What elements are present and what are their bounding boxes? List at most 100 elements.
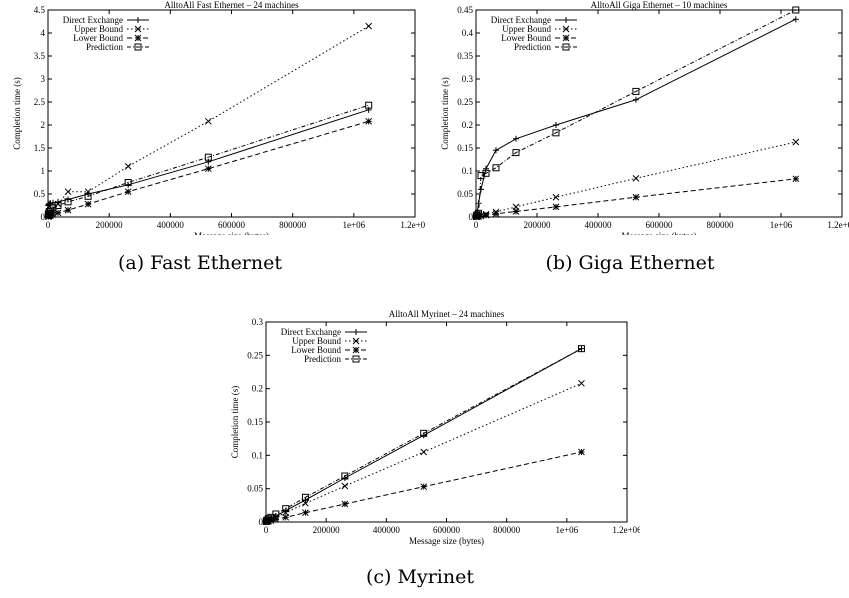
legend-label-prediction: Prediction	[514, 42, 551, 52]
y-tick-label: 0	[41, 212, 46, 222]
legend-label-lower-bound: Lower Bound	[501, 33, 551, 43]
data-point-lower-bound	[84, 200, 92, 208]
data-point-direct-exchange	[512, 135, 519, 142]
y-tick-label: 0.05	[247, 484, 263, 494]
data-point-direct-exchange	[792, 16, 799, 23]
caption-fast-ethernet: (a) Fast Ethernet	[117, 252, 283, 274]
data-point-lower-bound	[204, 165, 212, 173]
data-point-upper-bound	[552, 193, 560, 201]
data-point-prediction	[365, 101, 373, 109]
x-tick-label: 800000	[707, 220, 735, 230]
legend-label-lower-bound: Lower Bound	[291, 345, 341, 355]
data-point-lower-bound	[420, 483, 428, 491]
data-point-lower-bound	[492, 210, 500, 218]
data-point-prediction	[264, 515, 272, 523]
data-point-lower-bound	[49, 211, 57, 219]
x-axis-label: Message size (bytes)	[409, 536, 484, 546]
data-point-direct-exchange	[578, 345, 585, 352]
legend-marker-lower-bound	[562, 34, 570, 42]
data-point-prediction	[282, 505, 290, 513]
data-point-prediction	[420, 429, 428, 437]
y-tick-label: 2	[41, 120, 46, 130]
data-point-direct-exchange	[475, 200, 482, 207]
x-tick-label: 600000	[218, 220, 246, 230]
data-point-prediction	[474, 209, 482, 217]
legend-marker-prediction	[134, 43, 142, 51]
data-point-upper-bound	[420, 448, 428, 456]
chart-myrinet: AlltoAll Myrinet – 24 machines 0 200000 400…	[230, 309, 642, 546]
data-point-lower-bound	[272, 515, 280, 523]
legend-label-direct-exchange: Direct Exchange	[281, 327, 341, 337]
data-point-direct-exchange	[552, 122, 559, 128]
series-line-upper-bound	[476, 141, 796, 218]
y-tick-label: 0.4	[462, 28, 474, 38]
legend-marker-prediction	[352, 355, 360, 363]
y-tick-label: 0.1	[462, 166, 473, 176]
data-point-lower-bound	[302, 509, 309, 517]
data-point-prediction	[124, 179, 132, 186]
x-tick-label: 0	[46, 220, 51, 230]
data-point-upper-bound	[204, 117, 212, 125]
series-lower-bound	[262, 448, 585, 526]
legend-label-direct-exchange: Direct Exchange	[491, 15, 551, 25]
data-point-upper-bound	[792, 138, 800, 146]
data-point-prediction	[492, 164, 500, 172]
data-point-prediction	[272, 510, 280, 518]
x-tick-label: 600000	[646, 220, 674, 230]
legend-label-direct-exchange: Direct Exchange	[63, 15, 123, 25]
x-tick-label: 200000	[524, 220, 552, 230]
series-upper-bound	[44, 22, 373, 220]
legend-marker-lower-bound	[352, 346, 360, 354]
data-point-upper-bound	[64, 188, 72, 196]
data-point-lower-bound	[792, 175, 800, 183]
data-point-lower-bound	[282, 513, 290, 521]
legend-marker-upper-bound	[562, 25, 570, 33]
y-tick-label: 3.5	[34, 51, 46, 61]
y-tick-label: 0.2	[252, 384, 263, 394]
x-tick-label: 400000	[585, 220, 613, 230]
y-tick-label: 0.15	[457, 143, 473, 153]
y-tick-label: 4.5	[34, 5, 46, 15]
data-point-prediction	[341, 472, 349, 480]
data-point-prediction	[204, 153, 212, 161]
series-upper-bound	[262, 379, 585, 526]
y-axis-label: Completion time (s)	[440, 77, 450, 150]
data-point-prediction	[45, 207, 53, 215]
data-point-lower-bound	[341, 500, 349, 508]
data-point-prediction	[632, 87, 640, 95]
data-point-direct-exchange	[477, 186, 484, 193]
legend-label-prediction: Prediction	[304, 354, 341, 364]
legend-label-prediction: Prediction	[86, 42, 123, 52]
y-axis-label: Completion time (s)	[230, 386, 240, 459]
y-tick-label: 0.15	[247, 417, 263, 427]
x-axis-label: Message size (bytes)	[194, 231, 269, 235]
series-prediction	[262, 345, 585, 525]
legend-label-upper-bound: Upper Bound	[292, 336, 341, 346]
chart-title: AlltoAll Giga Ethernet – 10 machines	[591, 0, 728, 10]
data-point-prediction	[64, 198, 72, 206]
y-tick-label: 0.25	[457, 97, 473, 107]
data-point-lower-bound	[512, 208, 520, 215]
data-point-lower-bound	[124, 188, 132, 196]
y-tick-label: 0.1	[252, 450, 263, 460]
y-tick-label: 1.5	[34, 143, 46, 153]
data-point-upper-bound	[365, 22, 373, 30]
y-tick-label: 0.2	[462, 120, 473, 130]
data-point-prediction	[552, 129, 560, 137]
data-point-upper-bound	[578, 379, 585, 387]
chart-panel-myrinet: AlltoAll Myrinet – 24 machines 0 200000 400…	[215, 302, 642, 552]
x-tick-label: 600000	[433, 525, 461, 535]
legend-label-upper-bound: Upper Bound	[74, 24, 123, 34]
y-tick-label: 1	[41, 166, 46, 176]
x-tick-label: 1.2e+06	[827, 220, 849, 230]
x-tick-label: 800000	[493, 525, 520, 535]
x-tick-label: 200000	[96, 220, 124, 230]
chart-panel-fast-ethernet: AlltoAll Fast Ethernet – 24 machines 0 200…	[0, 0, 430, 241]
caption-giga-ethernet: (b) Giga Ethernet	[545, 252, 715, 274]
data-point-prediction	[301, 493, 309, 501]
data-point-prediction	[54, 202, 62, 209]
x-axis-label: Message size (bytes)	[622, 231, 697, 235]
